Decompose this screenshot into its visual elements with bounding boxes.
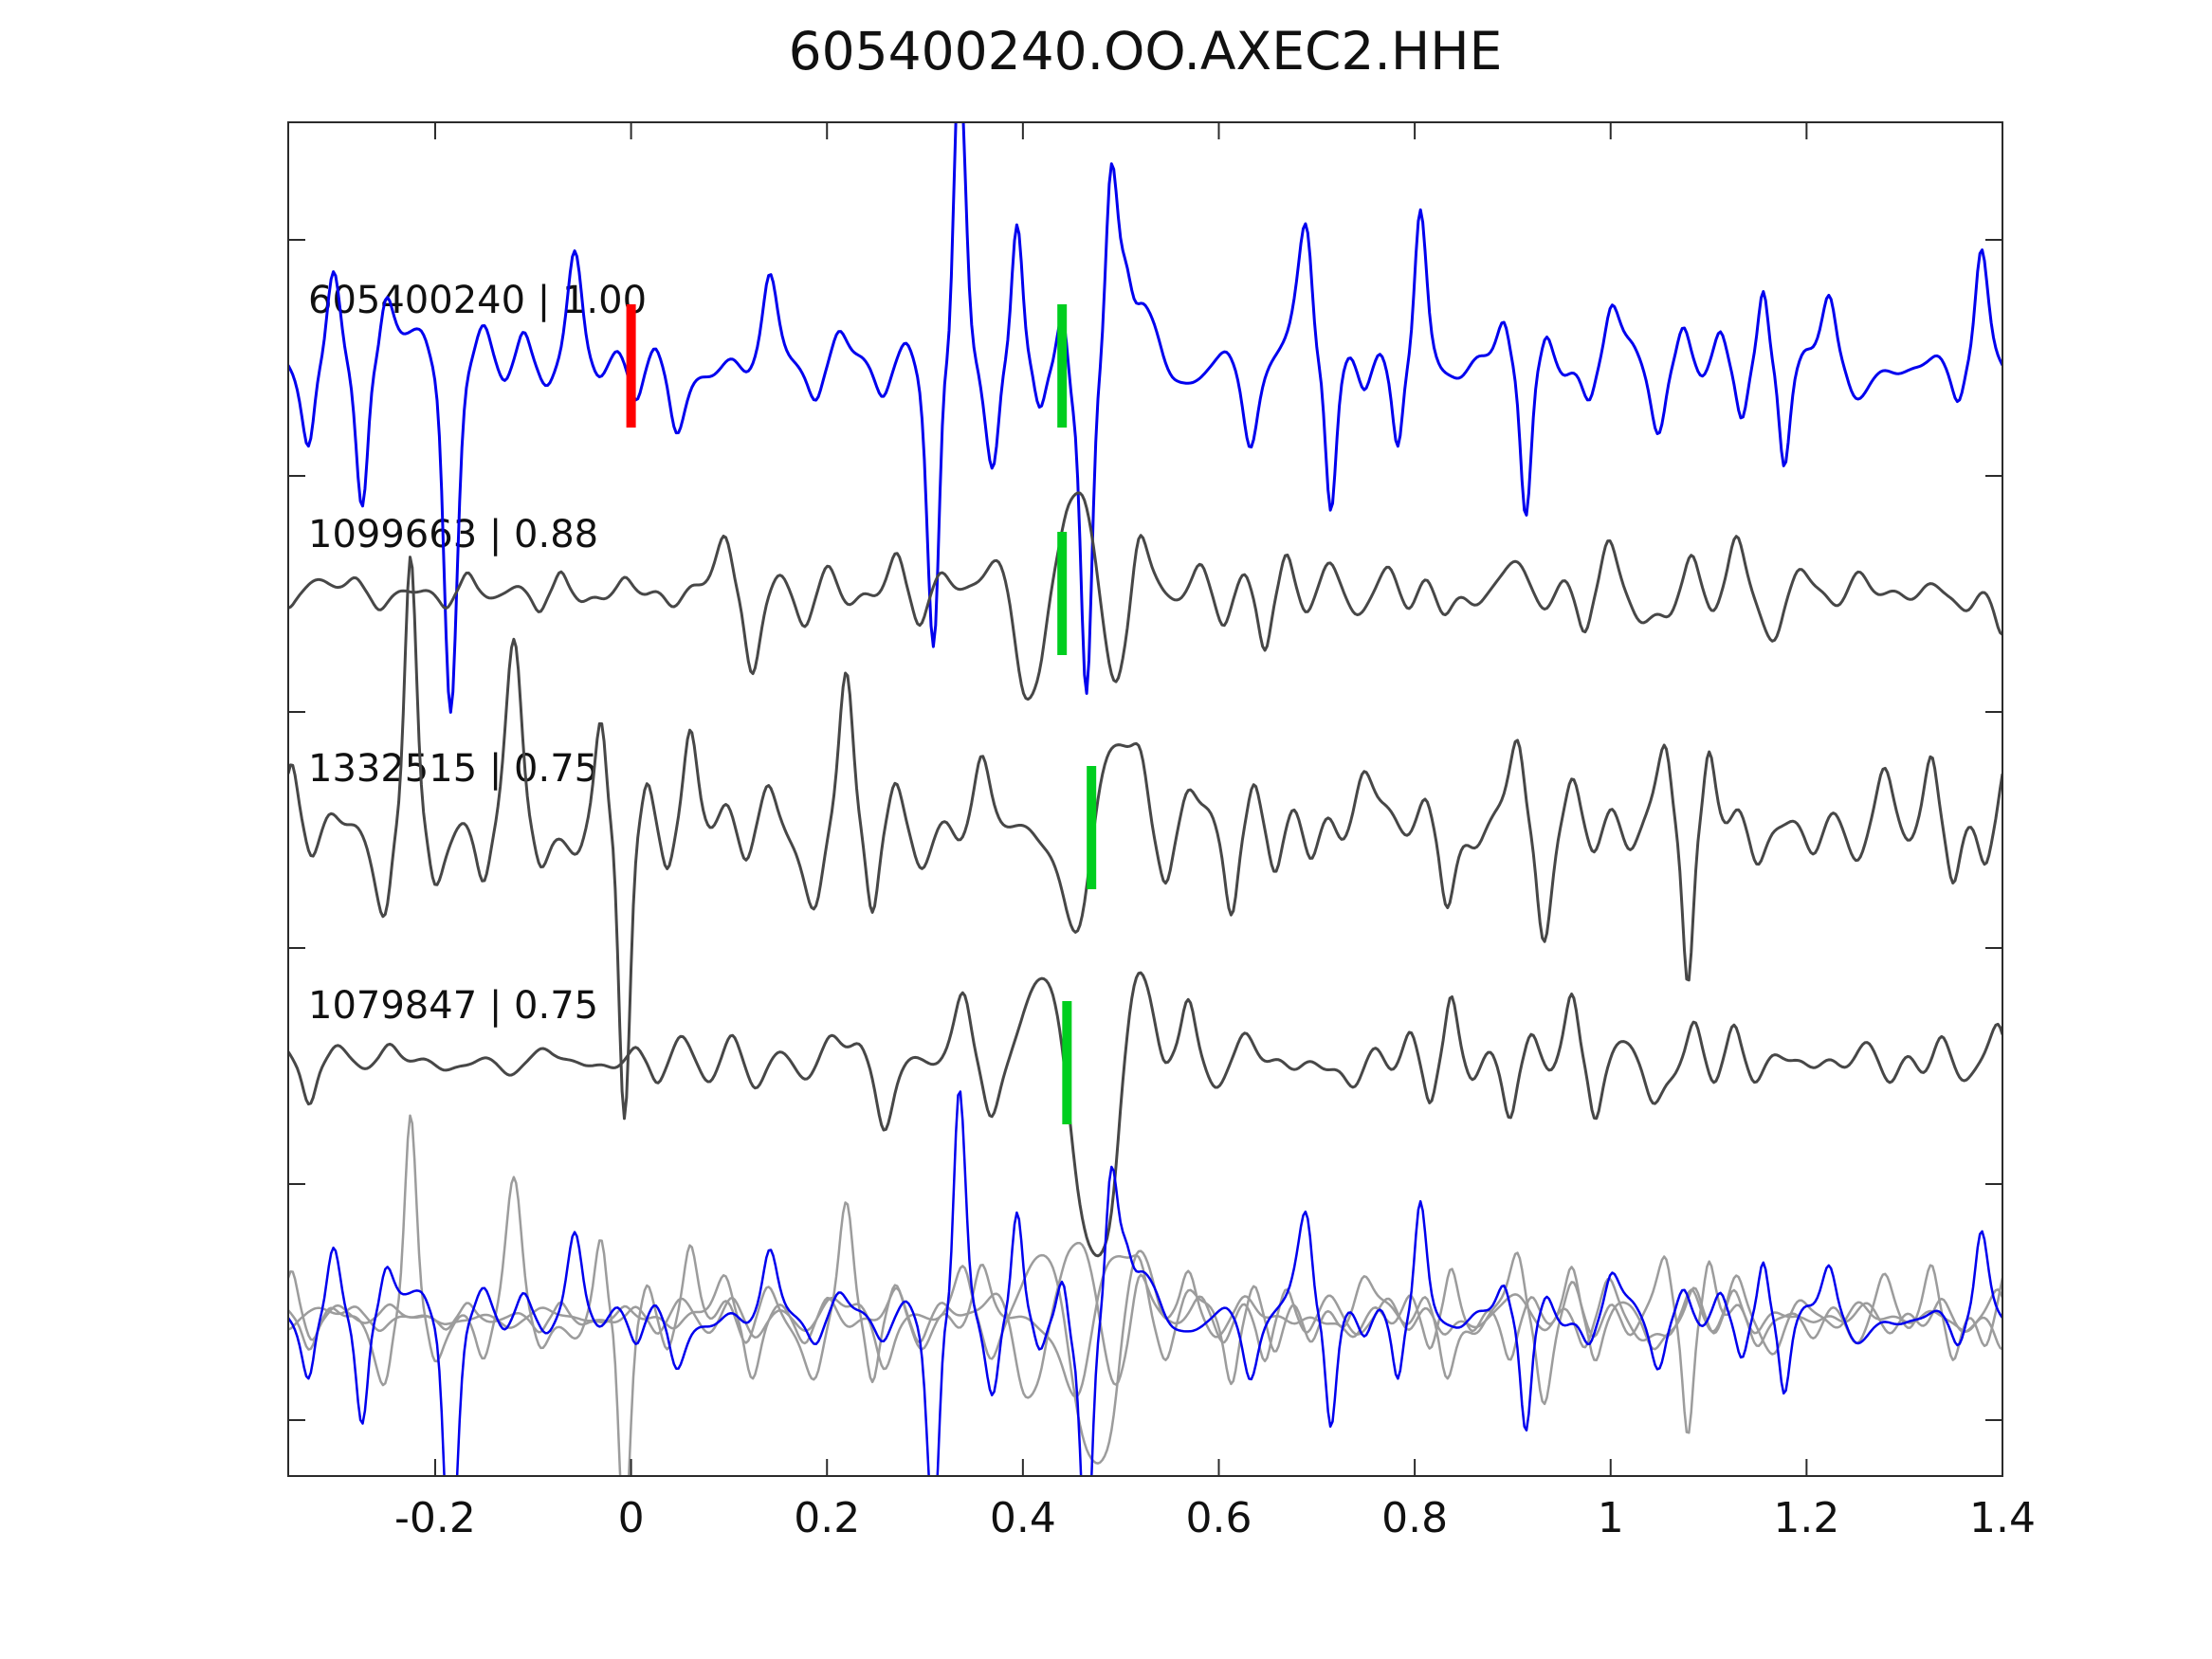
axes-frame [287,121,2003,1477]
x-tick-label: 0.2 [794,1494,860,1542]
trace-label-1099663: 1099663 | 0.88 [308,513,599,556]
waveform-trace-605400240 [288,122,2002,714]
trace-label-1332515: 1332515 | 0.75 [308,747,599,791]
x-tick-label: -0.2 [394,1494,476,1542]
x-tick-label: 1 [1598,1494,1624,1542]
overlay-trace-1079847 [288,1249,2002,1465]
x-tick-label: 1.2 [1773,1494,1839,1542]
x-tick-label: 0.8 [1381,1494,1448,1542]
waveform-trace-1079847 [288,971,2002,1258]
plot-title: 605400240.OO.AXEC2.HHE [788,21,1503,82]
x-tick-label: 0 [618,1494,645,1542]
x-tick-label: 0.4 [990,1494,1056,1542]
trace-label-1079847: 1079847 | 0.75 [308,984,599,1028]
trace-label-605400240: 605400240 | 1.00 [308,279,648,322]
waveform-trace-1332515 [288,556,2002,1121]
waveform-trace-1099663 [288,491,2002,702]
x-tick-label: 0.6 [1185,1494,1252,1542]
overlay-trace-605400240 [288,1090,2002,1476]
overlay-trace-1332515 [288,1114,2002,1476]
x-tick-label: 1.4 [1969,1494,2036,1542]
